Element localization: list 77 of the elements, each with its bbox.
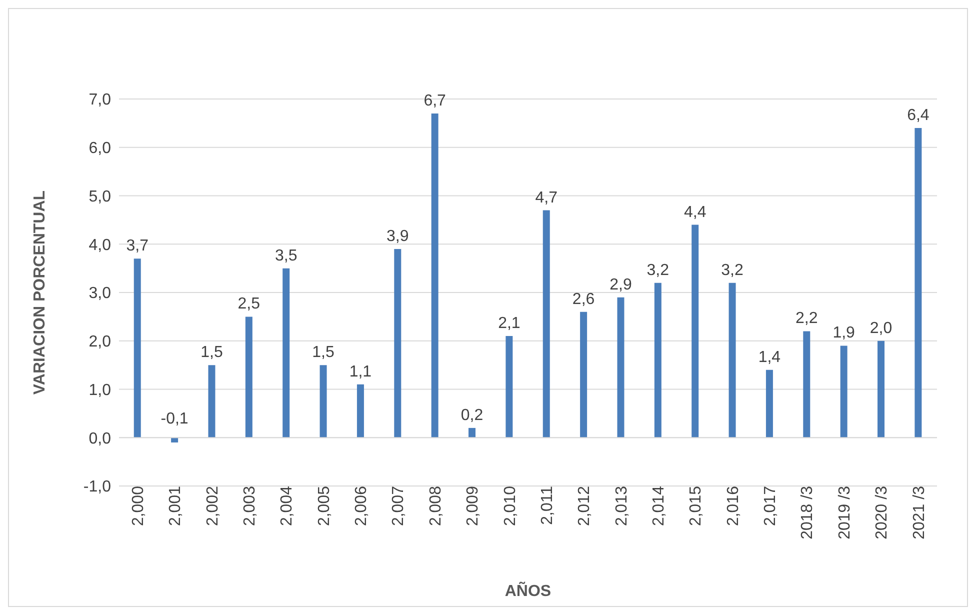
x-tick-label: 2,016 — [724, 486, 742, 526]
data-label: 2,0 — [870, 320, 892, 337]
x-tick-label: 2,010 — [502, 486, 519, 526]
bar — [431, 114, 438, 438]
x-axis-title: AÑOS — [504, 581, 552, 600]
y-tick-label: 0,0 — [88, 430, 112, 448]
x-tick-label: 2,008 — [427, 486, 444, 526]
x-tick-label: 2,014 — [650, 486, 668, 526]
bar — [766, 370, 773, 438]
bar — [282, 268, 290, 438]
data-label: 1,9 — [832, 324, 856, 342]
bar — [692, 224, 699, 438]
y-tick-label: 5,0 — [88, 188, 112, 206]
x-tick-label: 2019 /3 — [836, 486, 854, 540]
y-axis-title: VARIACION PORCENTUAL — [32, 190, 49, 395]
data-label: 4,7 — [535, 189, 558, 206]
bar — [580, 312, 588, 438]
data-label: 2,1 — [498, 315, 520, 332]
bar — [728, 282, 736, 438]
bar — [914, 128, 922, 438]
x-tick-label: 2,001 — [167, 486, 184, 526]
data-label: 3,2 — [721, 262, 744, 279]
data-label: -0,1 — [160, 410, 188, 428]
bar — [468, 428, 476, 438]
data-label: 3,9 — [386, 228, 409, 245]
y-tick-label: -1,0 — [83, 478, 112, 496]
bar — [245, 316, 252, 438]
bar — [208, 365, 216, 438]
data-label: 1,5 — [200, 344, 223, 362]
y-tick-label: 6,0 — [88, 140, 112, 158]
x-tick-label: 2,011 — [538, 486, 556, 525]
bar — [356, 384, 364, 438]
data-label: 3,5 — [274, 247, 298, 264]
x-tick-label: 2,007 — [390, 486, 408, 526]
bar — [617, 297, 624, 438]
x-tick-label: 2021 /3 — [910, 486, 928, 540]
x-tick-label: 2,015 — [688, 486, 705, 526]
data-label: 2,2 — [796, 310, 818, 328]
data-label: 1,5 — [312, 344, 334, 362]
data-label: 3,2 — [646, 262, 670, 279]
y-tick-label: 7,0 — [88, 92, 112, 109]
x-tick-label: 2020 /3 — [874, 486, 891, 540]
data-label: 4,4 — [684, 204, 706, 221]
x-tick-label: 2018 /3 — [799, 486, 816, 540]
y-tick-label: 4,0 — [88, 236, 112, 254]
bar — [803, 331, 810, 438]
y-tick-label: 1,0 — [88, 382, 112, 399]
x-tick-label: 2,000 — [130, 486, 147, 526]
bar — [320, 365, 327, 438]
data-label: 6,7 — [424, 92, 446, 110]
y-tick-label: 2,0 — [88, 334, 112, 351]
data-label: 2,9 — [610, 276, 632, 294]
data-label: 1,4 — [758, 348, 781, 366]
x-tick-label: 2,013 — [613, 486, 630, 526]
y-tick-label: 3,0 — [88, 285, 112, 302]
bar — [840, 346, 848, 438]
data-label: 6,4 — [907, 107, 930, 124]
x-tick-label: 2,009 — [464, 486, 482, 526]
data-label: 3,7 — [126, 238, 149, 255]
bar — [654, 282, 662, 438]
x-tick-label: 2,002 — [204, 486, 222, 526]
x-tick-label: 2,003 — [241, 486, 258, 526]
x-tick-label: 2,005 — [316, 486, 333, 526]
x-tick-label: 2,006 — [353, 486, 370, 526]
bar — [878, 340, 885, 438]
x-tick-label: 2,004 — [278, 486, 296, 526]
bar — [394, 248, 402, 438]
bar — [171, 438, 178, 442]
data-label: 1,1 — [349, 363, 372, 380]
bar — [506, 336, 513, 438]
data-label: 0,2 — [460, 406, 484, 424]
x-tick-label: 2,012 — [576, 486, 594, 526]
bar — [542, 210, 550, 438]
data-label: 2,6 — [572, 290, 595, 308]
data-label: 2,5 — [238, 296, 260, 313]
bar — [134, 258, 141, 438]
x-tick-label: 2,017 — [762, 486, 780, 526]
